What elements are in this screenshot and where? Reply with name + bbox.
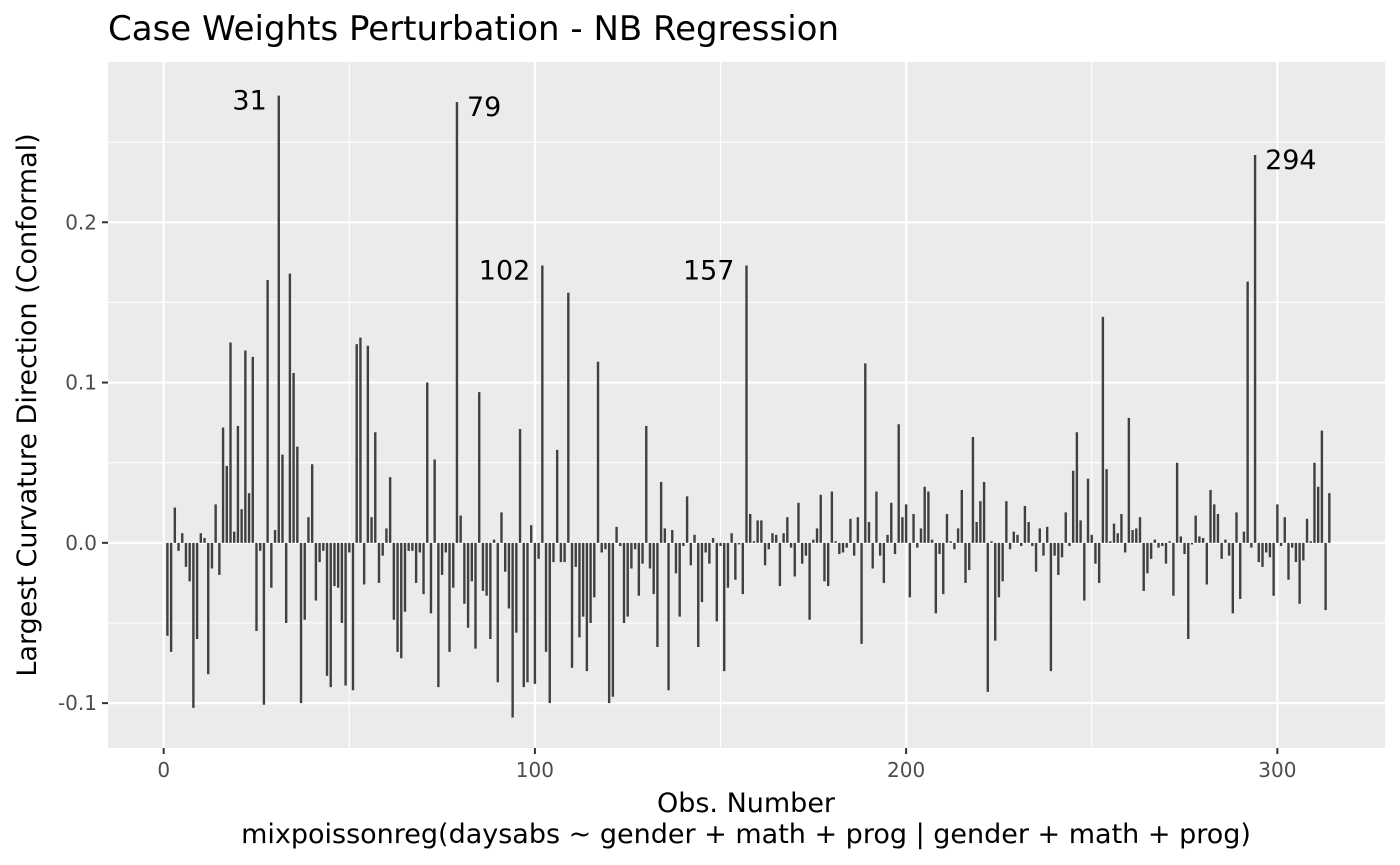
chart-title: Case Weights Perturbation - NB Regressio… [108,9,839,49]
x-axis-subtitle: mixpoissonreg(daysabs ~ gender + math + … [241,819,1251,850]
x-tick-label: 200 [887,758,925,782]
bar-series [166,95,1331,718]
y-tick-label: 0.1 [65,371,97,395]
x-tick-label: 100 [516,758,554,782]
y-axis: -0.1 0.0 0.1 0.2 [58,210,108,715]
y-tick-label: 0.2 [65,210,97,234]
annotation-label: 79 [467,92,501,123]
y-tick-label: -0.1 [58,691,97,715]
annotation-label: 31 [232,86,266,117]
x-tick-label: 300 [1258,758,1296,782]
annotation-label: 294 [1265,145,1317,176]
x-axis-title: Obs. Number [657,788,836,819]
x-axis: 0 100 200 300 [157,748,1296,782]
y-axis-title: Largest Curvature Direction (Conformal) [12,133,43,676]
y-tick-label: 0.0 [65,531,97,555]
x-tick-label: 0 [157,758,170,782]
annotations: 31 79 102 157 294 [232,86,1316,287]
annotation-label: 102 [479,256,531,287]
annotation-label: 157 [683,256,735,287]
